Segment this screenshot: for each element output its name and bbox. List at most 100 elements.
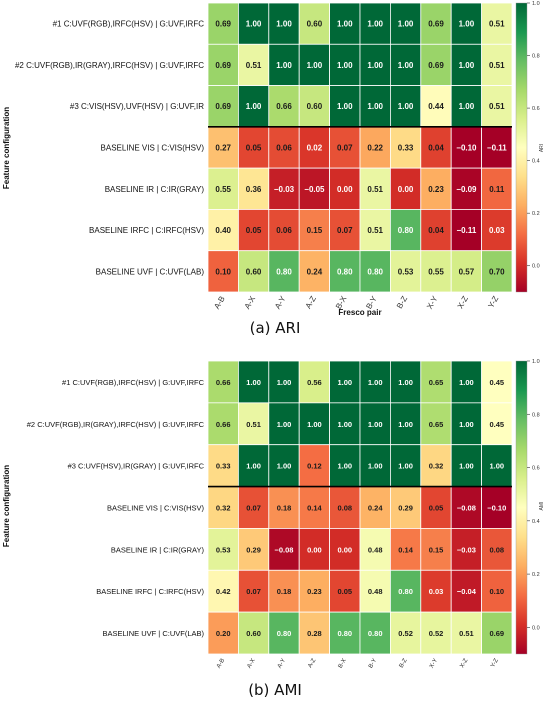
colorbar-tick-label-p1: 0.2 bbox=[532, 211, 540, 217]
cell-value-label-p1: 0.69 bbox=[215, 20, 231, 29]
cell-value-label-p1: 0.03 bbox=[489, 226, 505, 235]
y-axis-label-p1: Feature configuration bbox=[2, 107, 11, 189]
cell-value-label-p1: 0.69 bbox=[215, 61, 231, 70]
colorbar-tick-label-p1: 0.0 bbox=[532, 264, 540, 270]
heatmap-cell-p2 bbox=[389, 402, 422, 446]
cell-value-label-p2: 1.00 bbox=[368, 420, 383, 429]
colorbar-tick-label-p1: 0.4 bbox=[532, 159, 540, 165]
heatmap-cell-p1 bbox=[389, 250, 422, 293]
column-tick-label-p2: A-Y bbox=[277, 658, 287, 670]
heatmap-cell-p2 bbox=[207, 611, 239, 655]
cell-value-label-p1: 1.00 bbox=[367, 61, 383, 70]
cell-value-label-p1: −0.10 bbox=[456, 144, 477, 153]
heatmap-cell-p2 bbox=[298, 360, 331, 404]
column-tick-label-p2: A-B bbox=[216, 658, 226, 670]
heatmap-cell-p1 bbox=[359, 209, 391, 252]
heatmap-cell-p1 bbox=[237, 85, 270, 128]
cell-value-label-p1: 0.80 bbox=[337, 267, 353, 276]
cell-value-label-p1: 0.06 bbox=[276, 226, 292, 235]
cell-value-label-p1: 0.57 bbox=[459, 267, 475, 276]
row-label-p2: BASELINE VIS | C:VIS(HSV) bbox=[107, 504, 204, 513]
heatmap-cell-p2 bbox=[359, 444, 391, 487]
heatmap-cell-p1 bbox=[420, 250, 452, 293]
caption-ari: (a) ARI bbox=[249, 319, 301, 337]
cell-value-label-p1: 0.27 bbox=[215, 144, 231, 153]
cell-value-label-p2: 0.69 bbox=[489, 629, 504, 638]
column-tick-label-p2: B-X bbox=[338, 658, 348, 670]
row-label-p2: #1 C:UVF(RGB),IRFC(HSV) | G:UVF,IRFC bbox=[62, 378, 205, 387]
heatmap-cell-p1 bbox=[420, 43, 452, 86]
cell-value-label-p1: 1.00 bbox=[398, 20, 414, 29]
cell-value-label-p2: 0.29 bbox=[398, 504, 413, 513]
cell-value-label-p2: −0.08 bbox=[457, 504, 476, 513]
cell-value-label-p1: 0.06 bbox=[276, 144, 292, 153]
heatmap-cell-p2 bbox=[420, 360, 452, 404]
cell-value-label-p2: 0.33 bbox=[216, 462, 231, 471]
cell-value-label-p1: 0.22 bbox=[367, 144, 383, 153]
cell-value-label-p1: −0.05 bbox=[304, 185, 325, 194]
cell-value-label-p1: 1.00 bbox=[398, 61, 414, 70]
heatmap-cell-p1 bbox=[359, 2, 391, 45]
column-tick-label-p1: X-Y bbox=[425, 294, 440, 311]
heatmap-cell-p2 bbox=[389, 611, 422, 655]
cell-value-label-p1: 1.00 bbox=[337, 61, 353, 70]
cell-value-label-p2: 0.28 bbox=[307, 629, 322, 638]
cell-value-label-p2: 1.00 bbox=[459, 378, 474, 387]
cell-value-label-p1: 0.07 bbox=[337, 226, 353, 235]
column-tick-label-p2: X-Z bbox=[459, 658, 469, 670]
cell-value-label-p2: 0.18 bbox=[277, 504, 292, 513]
column-tick-label-p2: B-Z bbox=[399, 658, 409, 670]
row-label-p2: BASELINE IRFC | C:IRFC(HSV) bbox=[96, 587, 204, 596]
cell-value-label-p2: 0.07 bbox=[246, 504, 261, 513]
cell-value-label-p2: 1.00 bbox=[337, 420, 352, 429]
cell-value-label-p2: 0.08 bbox=[489, 545, 504, 554]
cell-value-label-p1: 0.23 bbox=[428, 185, 444, 194]
cell-value-label-p2: 0.51 bbox=[459, 629, 474, 638]
cell-value-label-p2: 0.32 bbox=[429, 462, 444, 471]
cell-value-label-p2: 0.03 bbox=[429, 587, 444, 596]
heatmap-cell-p2 bbox=[329, 611, 361, 655]
heatmap-cell-p2 bbox=[207, 360, 239, 404]
heatmap-cell-p1 bbox=[298, 209, 331, 252]
heatmap-cell-p2 bbox=[481, 569, 513, 613]
cell-value-label-p2: 0.48 bbox=[368, 545, 383, 554]
heatmap-cell-p2 bbox=[359, 611, 391, 655]
cell-value-label-p2: −0.10 bbox=[487, 504, 506, 513]
cell-value-label-p2: 1.00 bbox=[337, 378, 352, 387]
cell-value-label-p2: 0.45 bbox=[489, 378, 504, 387]
cell-value-label-p2: 0.80 bbox=[277, 629, 292, 638]
heatmap-cell-p1 bbox=[329, 209, 361, 252]
heatmap-cell-p2 bbox=[268, 444, 300, 487]
row-label-p1: #1 C:UVF(RGB),IRFC(HSV) | G:UVF,IRFC bbox=[53, 20, 205, 29]
heatmap-cell-p1 bbox=[359, 250, 391, 293]
column-tick-label-p1: B-Z bbox=[395, 294, 409, 310]
cell-value-label-p2: 1.00 bbox=[398, 378, 413, 387]
heatmap-cell-p1 bbox=[420, 2, 452, 45]
cell-value-label-p2: 1.00 bbox=[277, 420, 292, 429]
cell-value-label-p1: 1.00 bbox=[459, 20, 475, 29]
cell-value-label-p2: 1.00 bbox=[398, 420, 413, 429]
cell-value-label-p2: 0.23 bbox=[307, 587, 322, 596]
cell-value-label-p1: 1.00 bbox=[246, 20, 262, 29]
heatmap-cell-p2 bbox=[450, 486, 483, 529]
heatmap-cell-p2 bbox=[237, 569, 270, 613]
cell-value-label-p2: 1.00 bbox=[246, 462, 261, 471]
column-tick-label-p2: X-Y bbox=[429, 658, 439, 670]
row-label-p1: #2 C:UVF(RGB),IR(GRAY),IRFC(HSV) | G:UVF… bbox=[15, 61, 204, 70]
column-tick-label-p2: Y-Z bbox=[490, 658, 500, 669]
heatmap-cell-p1 bbox=[450, 167, 483, 210]
colorbar-tick-label-p2: 1.0 bbox=[532, 359, 540, 365]
heatmap-cell-p2 bbox=[207, 528, 239, 571]
heatmap-cell-p1 bbox=[389, 43, 422, 86]
row-label-p2: #3 C:UVF(HSV),IR(GRAY) | G:UVF,IRFC bbox=[68, 462, 205, 471]
colorbar-tick-label-p2: 0.2 bbox=[532, 572, 540, 578]
cell-value-label-p2: 0.66 bbox=[216, 378, 231, 387]
cell-value-label-p2: 1.00 bbox=[307, 420, 322, 429]
cell-value-label-p2: 0.08 bbox=[337, 504, 352, 513]
cell-value-label-p2: 1.00 bbox=[246, 378, 261, 387]
cell-value-label-p2: 0.65 bbox=[429, 378, 444, 387]
column-tick-label-p2: A-X bbox=[246, 658, 256, 670]
cell-value-label-p1: 0.33 bbox=[398, 144, 414, 153]
heatmap-cell-p1 bbox=[207, 209, 239, 252]
cell-value-label-p2: 0.00 bbox=[337, 545, 352, 554]
